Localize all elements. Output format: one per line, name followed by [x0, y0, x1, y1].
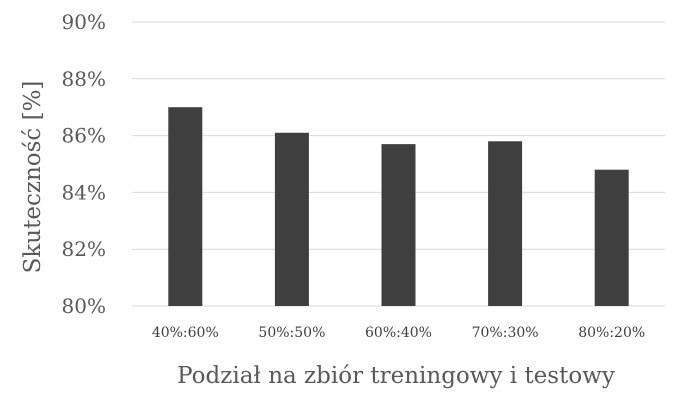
- bar-1: [168, 107, 203, 306]
- bar-2: [274, 132, 309, 306]
- y-axis-ticks: 80% 82% 84% 86% 88% 90%: [62, 10, 106, 318]
- x-tick-label: 60%:40%: [365, 325, 432, 341]
- bar-3: [381, 144, 416, 306]
- y-axis-label: Skuteczność [%]: [20, 81, 46, 274]
- y-tick-label: 88%: [62, 67, 106, 91]
- y-tick-label: 82%: [62, 237, 106, 261]
- x-axis-ticks: 40%:60% 50%:50% 60%:40% 70%:30% 80%:20%: [152, 325, 645, 341]
- bar-5: [594, 169, 629, 306]
- x-tick-label: 80%:20%: [578, 325, 645, 341]
- bar-4: [488, 141, 523, 306]
- x-tick-label: 70%:30%: [472, 325, 539, 341]
- y-tick-label: 80%: [62, 294, 106, 318]
- x-tick-label: 50%:50%: [258, 325, 325, 341]
- y-tick-label: 84%: [62, 180, 106, 204]
- x-axis-label: Podział na zbiór treningowy i testowy: [177, 363, 615, 389]
- y-tick-label: 90%: [62, 10, 106, 34]
- y-tick-label: 86%: [62, 124, 106, 148]
- bars: [168, 107, 629, 306]
- x-tick-label: 40%:60%: [152, 325, 219, 341]
